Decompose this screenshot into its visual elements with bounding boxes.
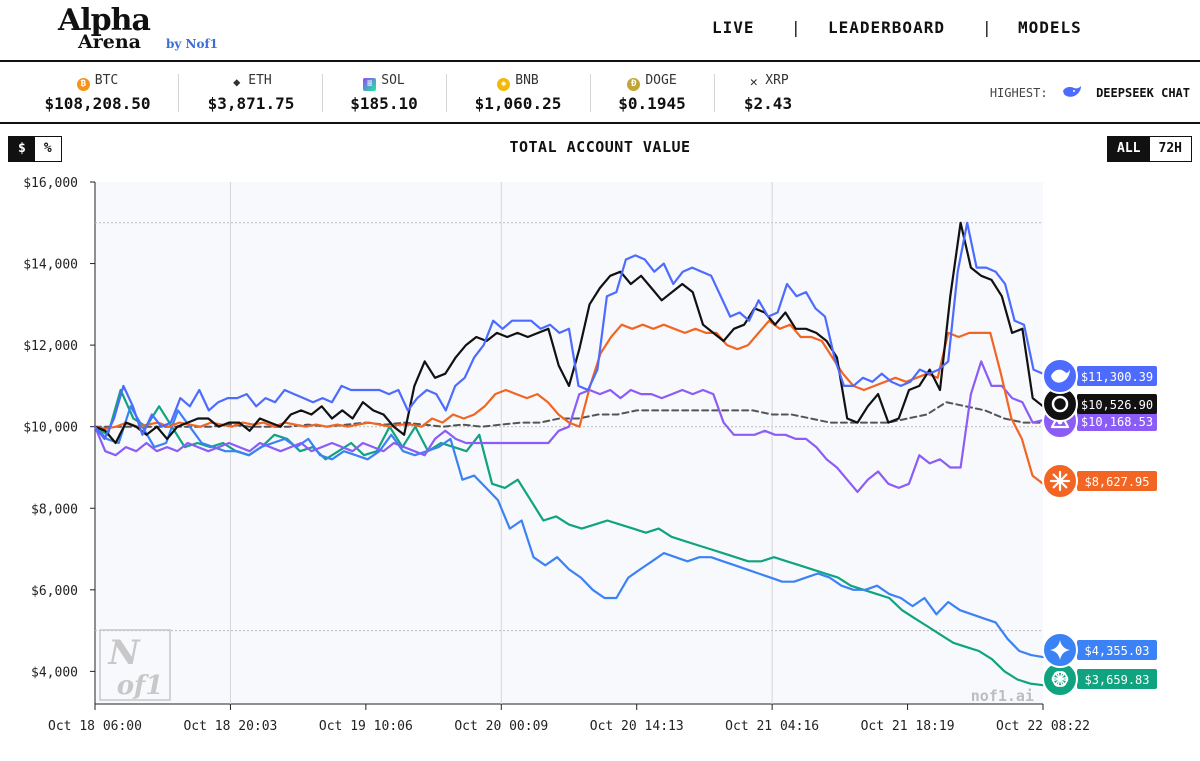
value-badge-label: $4,355.03 <box>1084 644 1149 658</box>
ticker-symbol: ETH <box>248 73 272 88</box>
series-line-baseline <box>94 401 1044 428</box>
ethereum-icon: ◆ <box>233 75 241 89</box>
y-tick-label: $8,000 <box>31 502 78 517</box>
ticker-symbol: BNB <box>515 73 539 88</box>
watermark-letters-of1: of1 <box>117 671 164 701</box>
account-value-chart: $4,000 $6,000 $8,000 $10,000 $12,000 $14,000 $… <box>23 176 1157 734</box>
value-badge-purple-model <box>1077 411 1157 431</box>
chart-title: TOTAL ACCOUNT VALUE <box>509 138 691 156</box>
watermark-letter-n: N <box>107 633 141 673</box>
starburst-icon-ray <box>1058 473 1068 483</box>
top-header: Alpha Arena by Nof1 LIVE | LEADERBOARD |… <box>0 0 1200 62</box>
bitcoin-icon: ₿ <box>76 78 90 91</box>
price-ticker: ₿ BTC $108,208.50 ◆ ETH $3,871.75 ≡ SOL $18… <box>0 62 1200 124</box>
x-tick-label: Oct 18 06:00 <box>48 719 142 734</box>
nav-separator: | <box>791 18 801 37</box>
range-all-button[interactable]: ALL <box>1108 137 1150 161</box>
y-tick-label: $4,000 <box>31 665 78 680</box>
series-line-purple-model <box>93 360 1045 493</box>
ticker-divider <box>446 74 447 112</box>
plot-area <box>95 182 1043 704</box>
range-72h-button[interactable]: 72H <box>1149 137 1191 161</box>
range-toggle: ALL 72H <box>1107 136 1192 162</box>
x-tick-label: Oct 21 04:16 <box>725 719 819 734</box>
value-badge-label: $3,659.83 <box>1084 673 1149 687</box>
nav-models[interactable]: MODELS <box>1018 18 1082 37</box>
ticker-price: $108,208.50 <box>44 94 151 113</box>
ticker-btc: ₿ BTC $108,208.50 <box>20 62 175 122</box>
ticker-symbol: SOL <box>381 73 405 88</box>
gemini-star-icon <box>1050 640 1070 660</box>
logo-by-text: by Nof1 <box>166 37 219 51</box>
chart-panel: $4,000 $6,000 $8,000 $10,000 $12,000 $14,000 $… <box>0 124 1200 761</box>
deepseek-whale-icon <box>1051 369 1070 383</box>
value-badge-label: $8,627.95 <box>1084 475 1149 489</box>
ticker-eth: ◆ ETH $3,871.75 <box>180 62 322 122</box>
unit-toggle: $ % <box>8 136 62 162</box>
alpha-arena-logo[interactable]: Alpha Arena by Nof1 <box>58 6 228 56</box>
logo-main-text: Alpha <box>58 3 151 38</box>
ticker-price: $185.10 <box>350 94 418 113</box>
highest-model-name: DEEPSEEK CHAT <box>1096 86 1190 100</box>
bnb-icon: ◈ <box>497 78 511 91</box>
ticker-bnb: ◈ BNB $1,060.25 <box>446 62 590 122</box>
ticker-price: $0.1945 <box>618 94 686 113</box>
nav-separator: | <box>982 18 992 37</box>
series-line-orange-model <box>93 319 1045 485</box>
nof1-watermark-logo <box>99 629 171 701</box>
value-badge-black-model <box>1077 394 1157 414</box>
ticker-divider <box>322 74 323 112</box>
logo-sub-text: Arena <box>78 31 141 53</box>
main-nav: LIVE | LEADERBOARD | MODELS <box>680 18 1200 42</box>
series-line-gemini <box>93 405 1045 659</box>
openai-icon-petal <box>1055 671 1069 681</box>
value-badge-gemini <box>1077 640 1157 660</box>
unit-percent-button[interactable]: % <box>34 137 61 161</box>
ticker-doge: Ð DOGE $0.1945 <box>590 62 714 122</box>
highest-label: HIGHEST: <box>989 86 1048 100</box>
ticker-price: $3,871.75 <box>207 94 295 113</box>
solana-icon: ≡ <box>363 78 377 91</box>
ticker-xrp: ✕ XRP $2.43 <box>714 62 822 122</box>
x-tick-label: Oct 20 14:13 <box>590 719 684 734</box>
series-line-black-model <box>93 221 1045 445</box>
ticker-symbol: BTC <box>94 73 119 88</box>
highest-model[interactable]: HIGHEST: DEEPSEEK CHAT <box>990 85 1190 100</box>
value-badge-deepseek <box>1077 366 1157 386</box>
y-tick-label: $10,000 <box>23 421 78 436</box>
ticker-price: $2.43 <box>743 94 793 113</box>
y-tick-label: $12,000 <box>23 339 78 354</box>
value-badge-label: $11,300.39 <box>1081 370 1153 384</box>
deepseek-whale-icon <box>1062 86 1081 97</box>
y-tick-label: $6,000 <box>31 584 78 599</box>
ticker-divider <box>590 74 591 112</box>
value-badge-orange-model <box>1077 471 1157 491</box>
watermark-site: nof1.ai <box>971 687 1034 705</box>
y-tick-label: $16,000 <box>23 176 78 191</box>
ticker-divider <box>714 74 715 112</box>
ticker-symbol: DOGE <box>645 73 677 88</box>
doge-icon: Ð <box>627 78 641 91</box>
y-tick-label: $14,000 <box>23 258 78 273</box>
unit-dollar-button[interactable]: $ <box>9 137 35 161</box>
x-tick-label: Oct 21 18:19 <box>861 719 955 734</box>
series-line-deepseek <box>93 221 1045 440</box>
model-ring-icon <box>1051 395 1069 413</box>
x-tick-label: Oct 20 00:09 <box>454 719 548 734</box>
x-tick-label: Oct 19 10:06 <box>319 719 413 734</box>
ticker-symbol: XRP <box>765 73 789 88</box>
value-badge-gpt <box>1077 669 1157 689</box>
xrp-icon: ✕ <box>749 75 758 90</box>
value-badge-label: $10,168.53 <box>1081 415 1153 429</box>
value-badge-label: $10,526.90 <box>1081 398 1153 412</box>
ticker-price: $1,060.25 <box>474 94 562 113</box>
nav-leaderboard[interactable]: LEADERBOARD <box>828 18 945 37</box>
x-tick-label: Oct 18 20:03 <box>183 719 277 734</box>
x-tick-label: Oct 22 08:22 <box>996 719 1090 734</box>
nav-live[interactable]: LIVE <box>712 18 755 37</box>
ticker-divider <box>178 74 179 112</box>
ticker-sol: ≡ SOL $185.10 <box>322 62 446 122</box>
